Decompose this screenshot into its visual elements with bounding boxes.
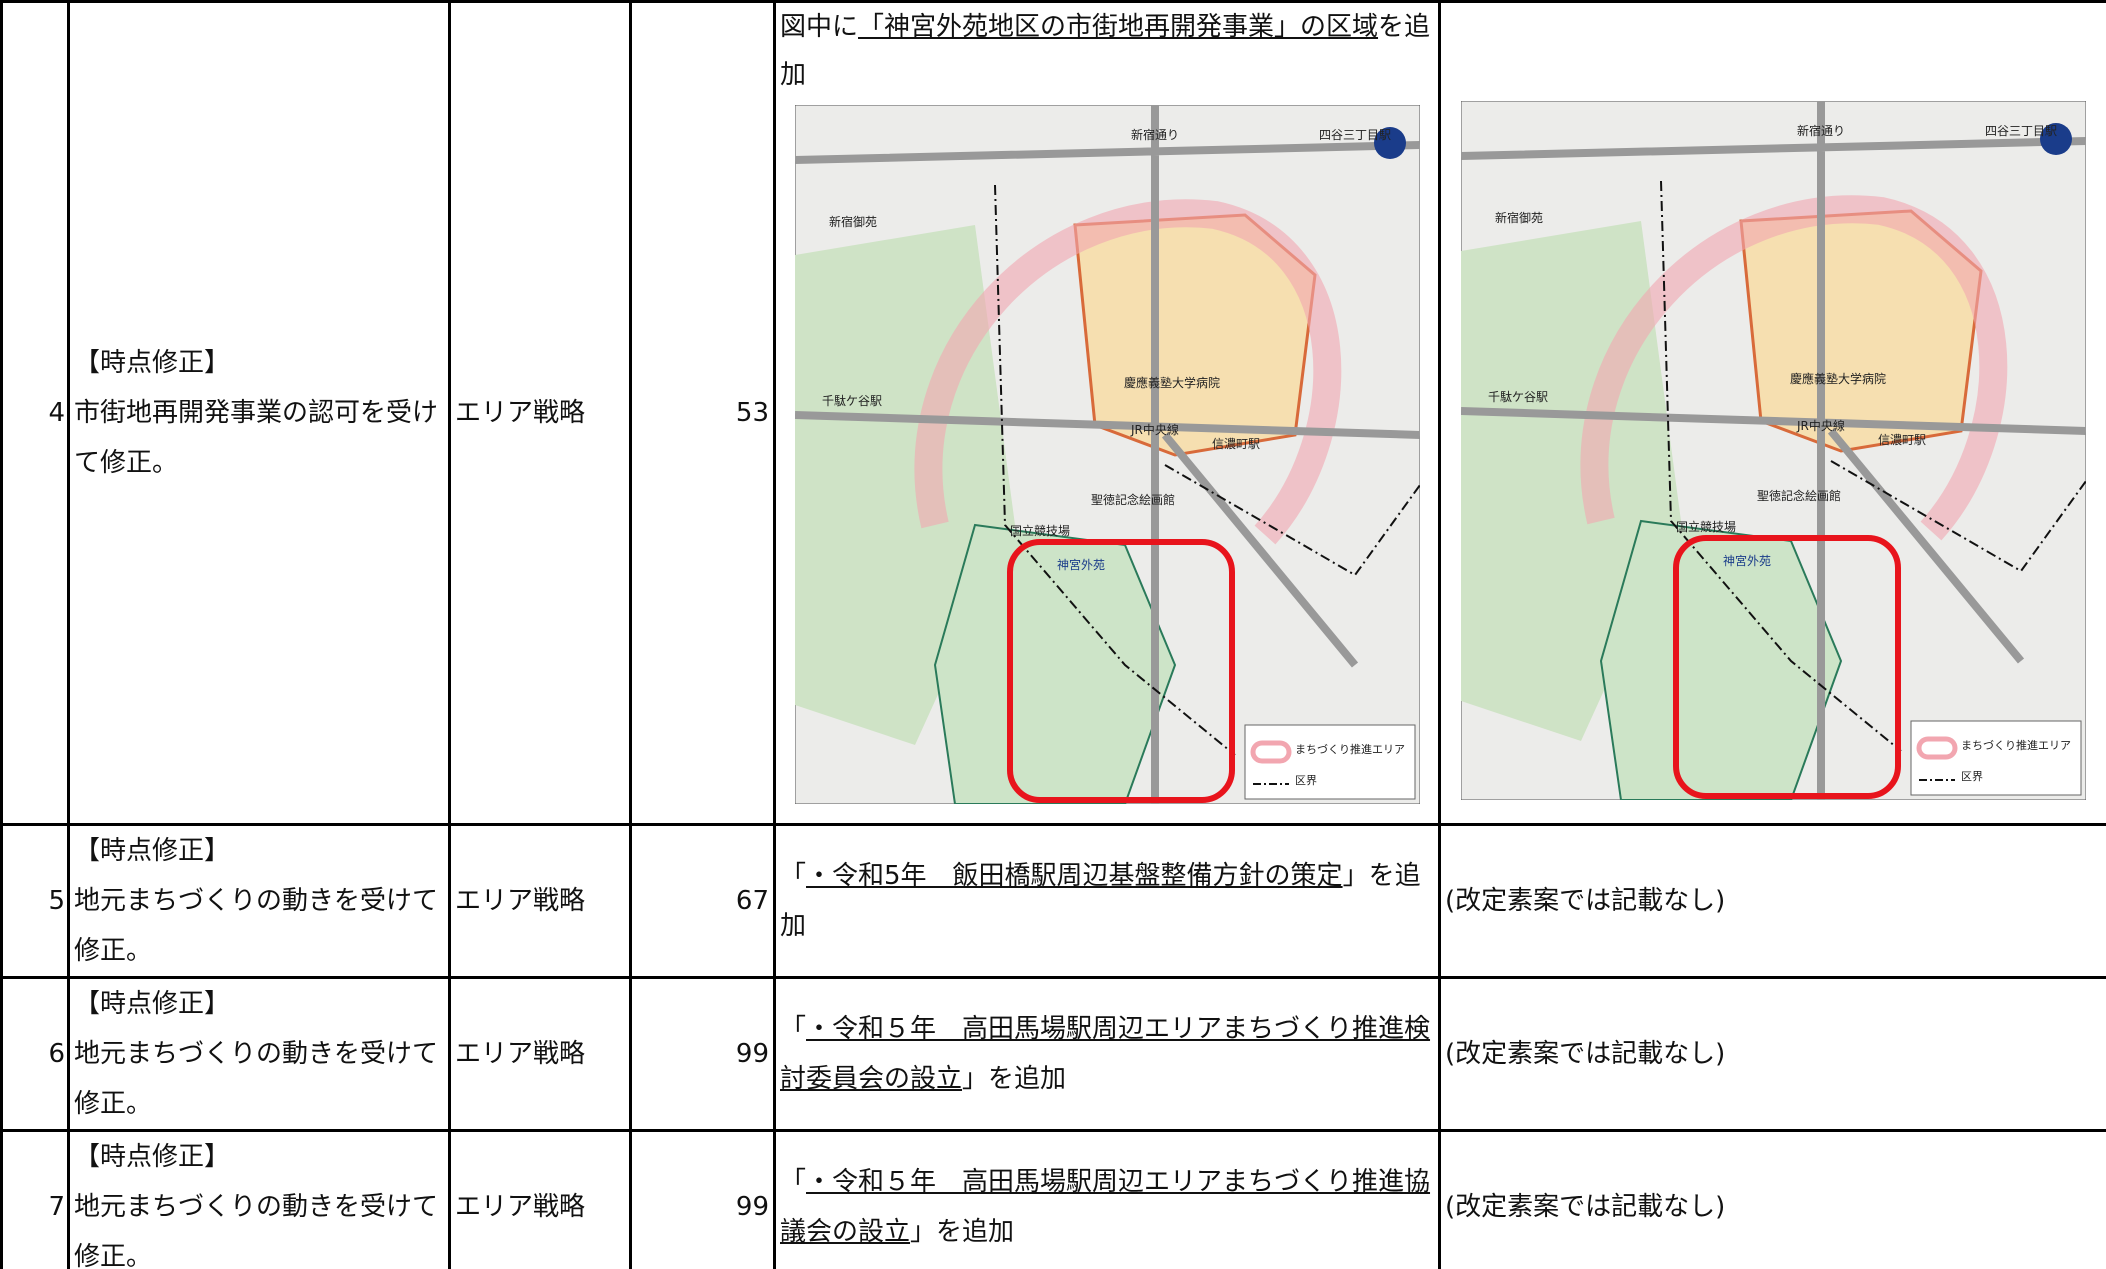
- text: 」を追加: [910, 1217, 1015, 1247]
- map-label: JR中央線: [1130, 422, 1179, 437]
- row-number: 7: [0, 1129, 70, 1269]
- map-label: 信濃町駅: [1212, 437, 1260, 451]
- map-label: まちづくり推進エリア: [1295, 742, 1405, 756]
- reason-tag: 【時点修正】: [74, 348, 231, 378]
- map-label: 区界: [1961, 770, 1983, 783]
- text: 「: [780, 1167, 807, 1197]
- map-label: 神宮外苑: [1057, 557, 1105, 572]
- road: [1461, 101, 2086, 800]
- before-cell: (改定素案では記載なし): [1438, 976, 2106, 1132]
- map-label: 区界: [1295, 774, 1317, 787]
- text: 図中に: [780, 12, 859, 42]
- reason-cell: 【時点修正】市街地再開発事業の認可を受けて修正。: [67, 0, 451, 826]
- north: [2040, 123, 2072, 155]
- page-number: 67: [629, 823, 776, 979]
- before-text: (改定素案では記載なし): [1445, 1039, 1726, 1069]
- map-label: 千駄ケ谷駅: [822, 393, 882, 408]
- legend-area: [1916, 736, 1958, 760]
- map-label: 新宿御苑: [1495, 210, 1543, 225]
- category: エリア戦略: [448, 0, 632, 826]
- promo-area: [914, 199, 1341, 545]
- underlined-text: ・令和５年 高田馬場駅周辺エリアまちづくり推進検討委員会の設立: [780, 1014, 1431, 1094]
- legend-area: [1250, 740, 1291, 764]
- before-cell: (改定素案では記載なし): [1438, 823, 2106, 979]
- text: 「: [780, 1014, 807, 1044]
- map-label: 聖徳記念絵画館: [1757, 488, 1841, 503]
- table-row: 4 【時点修正】市街地再開発事業の認可を受けて修正。 エリア戦略 53 図中に「神宮外苑…: [0, 0, 2106, 826]
- table-row: 6 【時点修正】地元まちづくりの動きを受けて修正。 エリア戦略 99 「・令和５年 高田…: [0, 976, 2106, 1132]
- page-number: 99: [629, 1129, 776, 1269]
- map-label: JR中央線: [1796, 418, 1845, 433]
- text: を追加: [780, 12, 1431, 90]
- reason-cell: 【時点修正】地元まちづくりの動きを受けて修正。: [67, 976, 451, 1132]
- after-text: 図中に「神宮外苑地区の市街地再開発事業」の区域を追加: [780, 5, 1434, 100]
- map-label: 国立競技場: [1010, 523, 1070, 538]
- reason-text: 地元まちづくりの動きを受けて修正。: [74, 1039, 439, 1119]
- text: 「: [780, 861, 807, 891]
- map-label: 慶應義塾大学病院: [1790, 371, 1886, 386]
- before-cell: 新宿通り 四谷三丁目駅新宿御苑千駄ケ谷駅 JR中央線 慶應義塾大学病院信濃町駅聖徳記念…: [1438, 0, 2106, 826]
- table-row: 7 【時点修正】地元まちづくりの動きを受けて修正。 エリア戦略 99 「・令和５年 高田…: [0, 1129, 2106, 1269]
- after-text: 「・令和５年 高田馬場駅周辺エリアまちづくり推進協議会の設立」を追加: [780, 1157, 1434, 1257]
- after-text: 「・令和5年 飯田橋駅周辺基盤整備方針の策定」を追加: [780, 851, 1434, 951]
- highlight: [1006, 539, 1235, 803]
- row-number: 4: [0, 0, 70, 826]
- map-label: 神宮外苑: [1723, 553, 1771, 568]
- page-number: 99: [629, 976, 776, 1132]
- map-label: まちづくり推進エリア: [1961, 738, 2071, 752]
- map-label: 新宿通り: [1797, 123, 1845, 138]
- text: 」を追加: [962, 1064, 1067, 1094]
- category: エリア戦略: [448, 976, 632, 1132]
- reason-cell: 【時点修正】地元まちづくりの動きを受けて修正。: [67, 823, 451, 979]
- after-cell: 図中に「神宮外苑地区の市街地再開発事業」の区域を追加新宿通り 四谷三丁目駅新宿御苑…: [773, 0, 1441, 826]
- page-number: 53: [629, 0, 776, 826]
- after-cell: 「・令和5年 飯田橋駅周辺基盤整備方針の策定」を追加: [773, 823, 1441, 979]
- promo-area: [1580, 195, 2008, 541]
- reason-tag: 【時点修正】: [74, 989, 231, 1019]
- north: [1373, 127, 1406, 159]
- highlight: [1673, 535, 1901, 799]
- map-label: 信濃町駅: [1878, 433, 1926, 447]
- text: 」を追加: [780, 861, 1421, 941]
- map-label: 四谷三丁目駅: [1985, 124, 2057, 138]
- boundary: [1660, 180, 2086, 752]
- reason-tag: 【時点修正】: [74, 836, 231, 866]
- reason-cell: 【時点修正】地元まちづくりの動きを受けて修正。: [67, 1129, 451, 1269]
- map-label: 慶應義塾大学病院: [1124, 375, 1220, 390]
- row-number: 6: [0, 976, 70, 1132]
- after-text: 「・令和５年 高田馬場駅周辺エリアまちづくり推進検討委員会の設立」を追加: [780, 1004, 1434, 1104]
- category: エリア戦略: [448, 1129, 632, 1269]
- before-cell: (改定素案では記載なし): [1438, 1129, 2106, 1269]
- before-text: (改定素案では記載なし): [1445, 1192, 1726, 1222]
- after-cell: 「・令和５年 高田馬場駅周辺エリアまちづくり推進協議会の設立」を追加: [773, 1129, 1441, 1269]
- category: エリア戦略: [448, 823, 632, 979]
- map-label: 新宿通り: [1131, 127, 1179, 142]
- map-label: 新宿御苑: [829, 214, 877, 229]
- before-text: (改定素案では記載なし): [1445, 886, 1726, 916]
- table-row: 5 【時点修正】地元まちづくりの動きを受けて修正。 エリア戦略 67 「・令和5年 飯田…: [0, 823, 2106, 979]
- reason-tag: 【時点修正】: [74, 1142, 231, 1172]
- map-label: 聖徳記念絵画館: [1091, 492, 1175, 507]
- reason-text: 地元まちづくりの動きを受けて修正。: [74, 886, 439, 966]
- map-label: 四谷三丁目駅: [1319, 128, 1391, 142]
- after-cell: 「・令和５年 高田馬場駅周辺エリアまちづくり推進検討委員会の設立」を追加: [773, 976, 1441, 1132]
- road: [794, 105, 1420, 804]
- boundary: [993, 184, 1420, 756]
- reason-text: 市街地再開発事業の認可を受けて修正。: [74, 398, 439, 478]
- map-label: 国立競技場: [1676, 519, 1736, 534]
- underlined-text: ・令和５年 高田馬場駅周辺エリアまちづくり推進協議会の設立: [780, 1167, 1431, 1247]
- reason-text: 地元まちづくりの動きを受けて修正。: [74, 1192, 439, 1269]
- row-number: 5: [0, 823, 70, 979]
- underlined-text: ・令和5年 飯田橋駅周辺基盤整備方針の策定: [806, 861, 1343, 891]
- map-label: 千駄ケ谷駅: [1488, 389, 1548, 404]
- underlined-text: 「神宮外苑地区の市街地再開発事業」の区域: [858, 12, 1379, 42]
